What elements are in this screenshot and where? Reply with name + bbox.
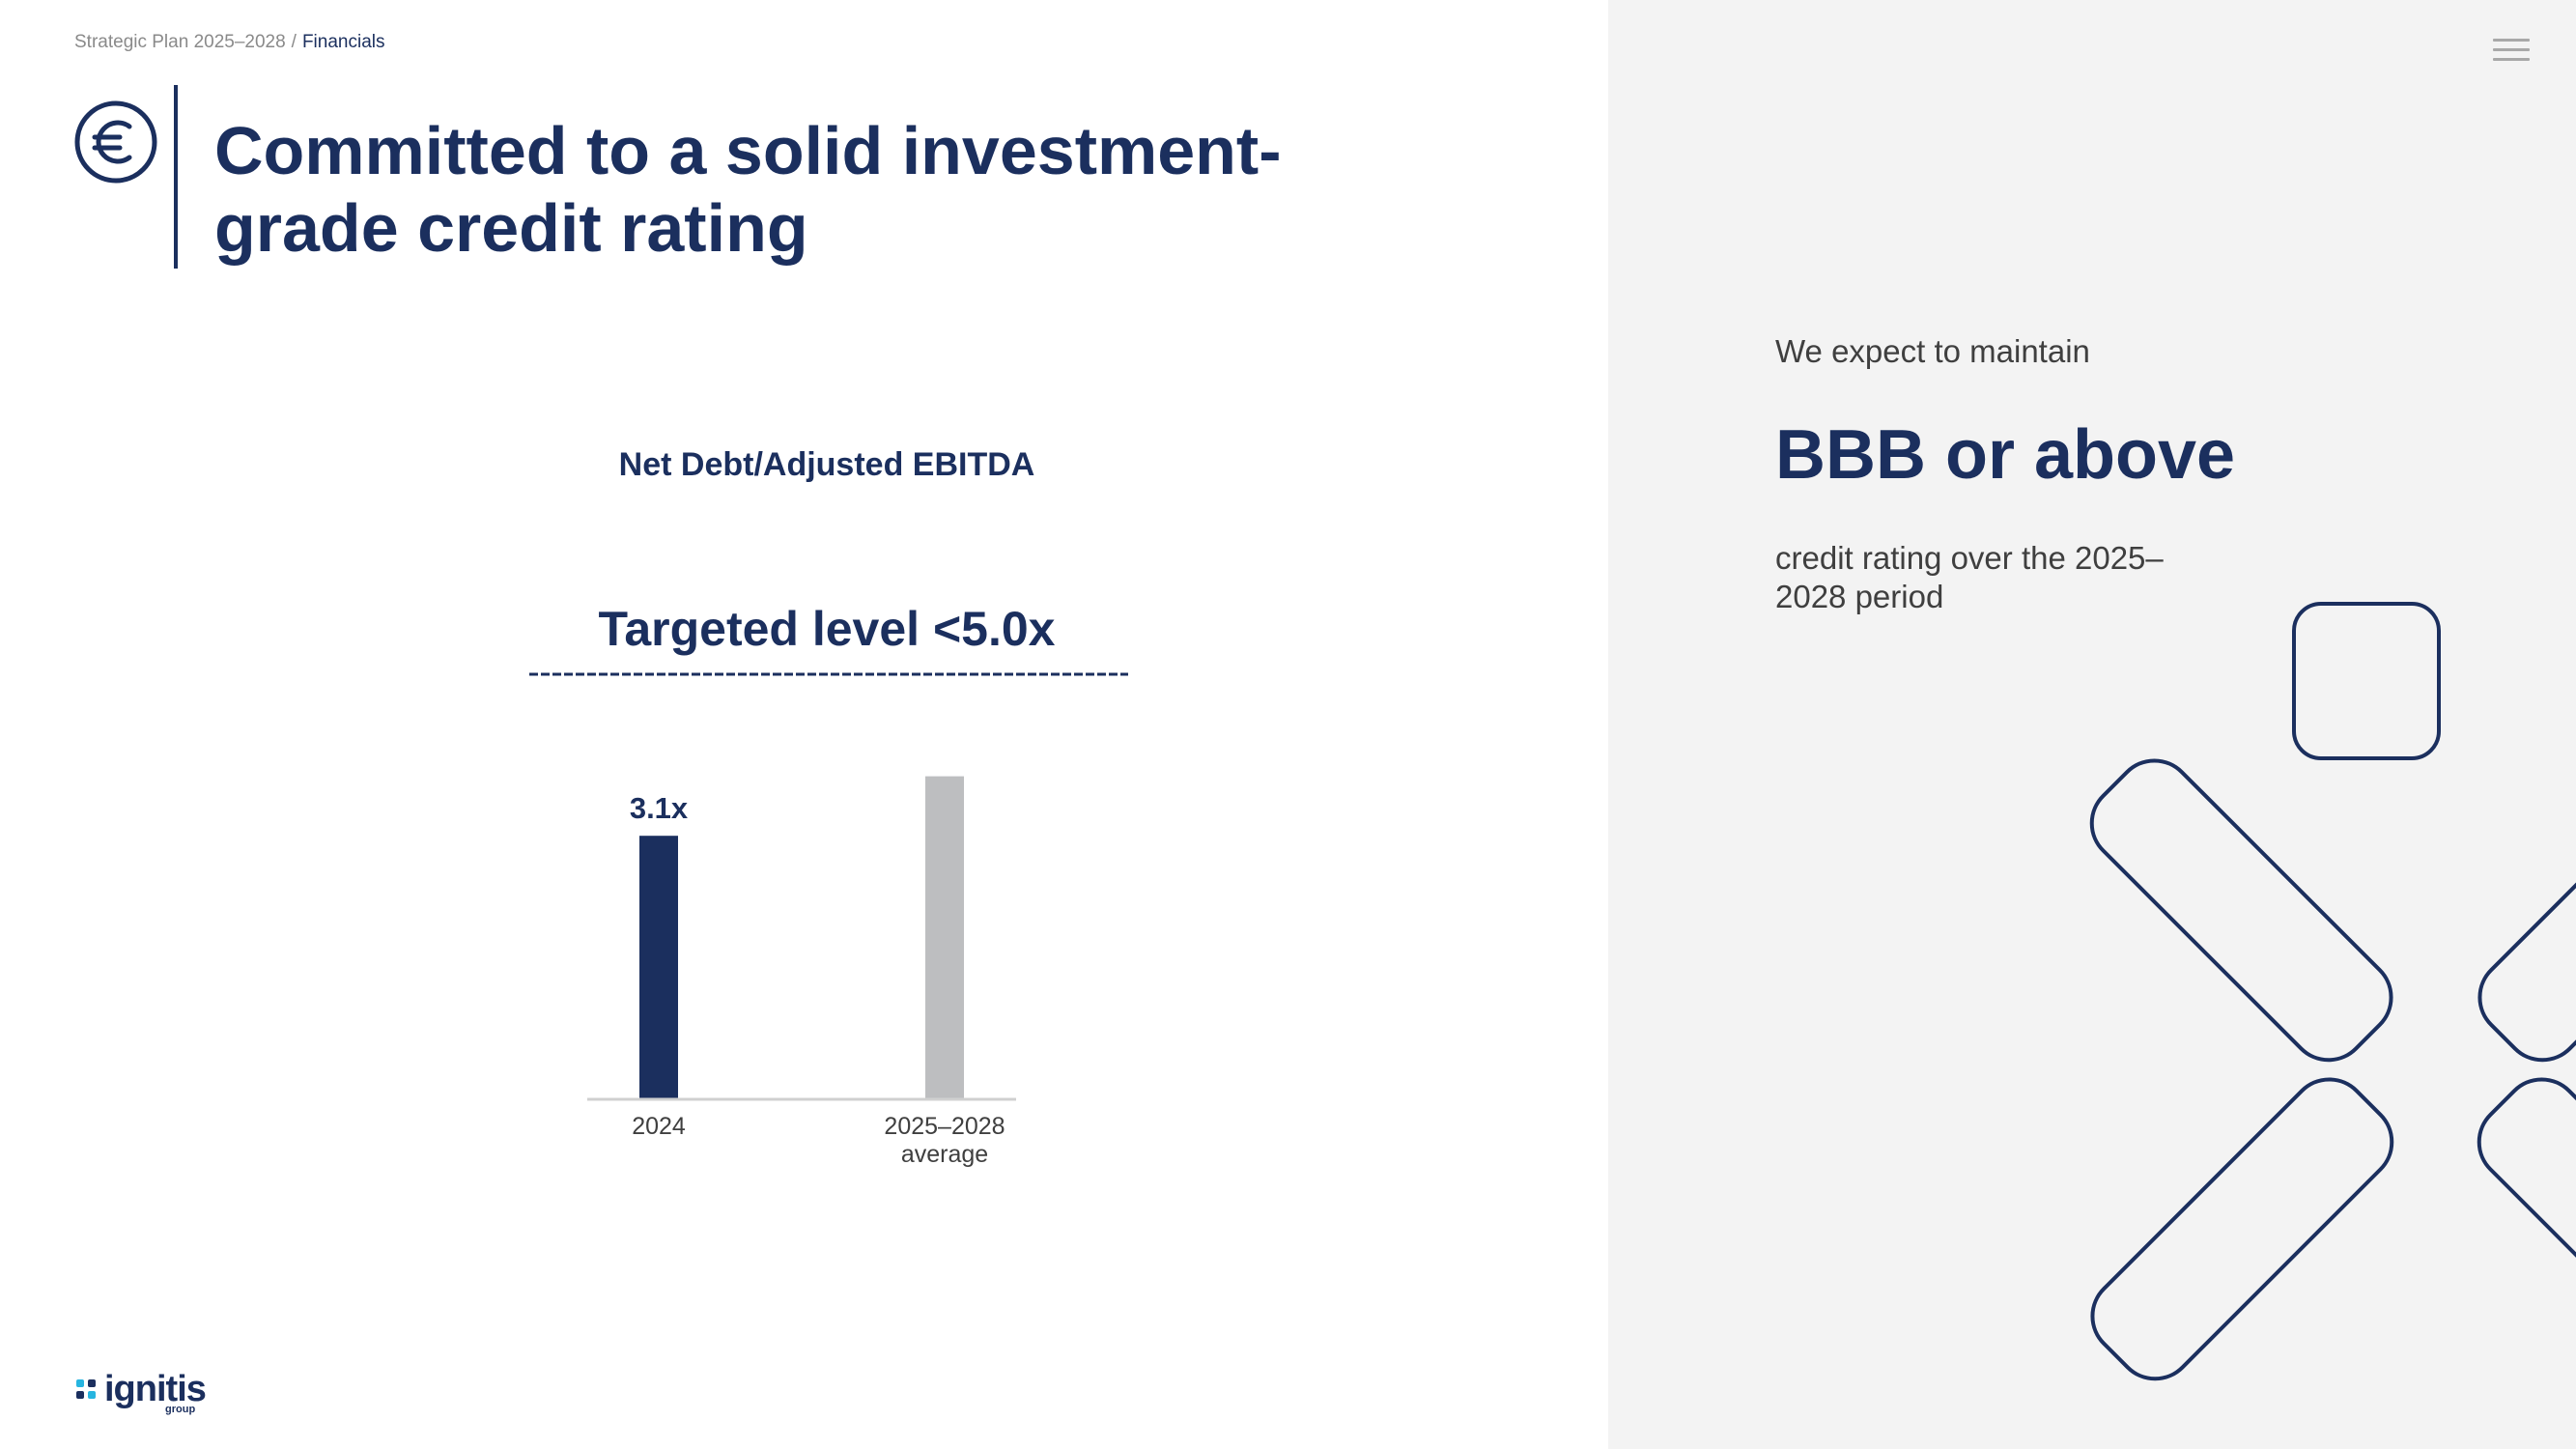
title-divider	[174, 85, 178, 269]
decorative-pattern	[2089, 602, 2576, 1381]
breadcrumb-parent[interactable]: Strategic Plan 2025–2028	[74, 32, 286, 52]
main-panel: Strategic Plan 2025–2028/Financials Comm…	[73, 32, 1282, 1415]
x-tick-label: 2025–2028	[884, 1113, 1005, 1140]
logo-text: ignitis	[104, 1369, 207, 1409]
logo-mark-icon	[76, 1379, 96, 1399]
summary-panel	[1608, 0, 2576, 1449]
breadcrumb-separator: /	[291, 32, 297, 52]
bar-value-label: 3.1x	[630, 791, 689, 825]
rating-outro: credit rating over the 2025–2028 period	[1775, 540, 2164, 614]
bar	[925, 776, 964, 1099]
bar	[639, 836, 678, 1099]
chart-title: Net Debt/Adjusted EBITDA	[618, 446, 1035, 483]
ignitis-logo: ignitis group	[73, 1367, 209, 1415]
breadcrumb: Strategic Plan 2025–2028/Financials	[74, 32, 385, 53]
rating-intro: We expect to maintain	[1775, 333, 2090, 369]
logo-subtext: group	[165, 1404, 196, 1415]
target-label: Targeted level <5.0x	[598, 602, 1056, 656]
euro-icon	[74, 100, 157, 184]
menu-icon[interactable]	[2493, 39, 2530, 64]
breadcrumb-current[interactable]: Financials	[301, 32, 385, 52]
x-tick-label: average	[901, 1141, 988, 1168]
x-tick-label: 2024	[632, 1113, 686, 1140]
page-title: Committed to a solid investment-grade cr…	[214, 113, 1282, 266]
rating-value: BBB or above	[1775, 416, 2236, 494]
